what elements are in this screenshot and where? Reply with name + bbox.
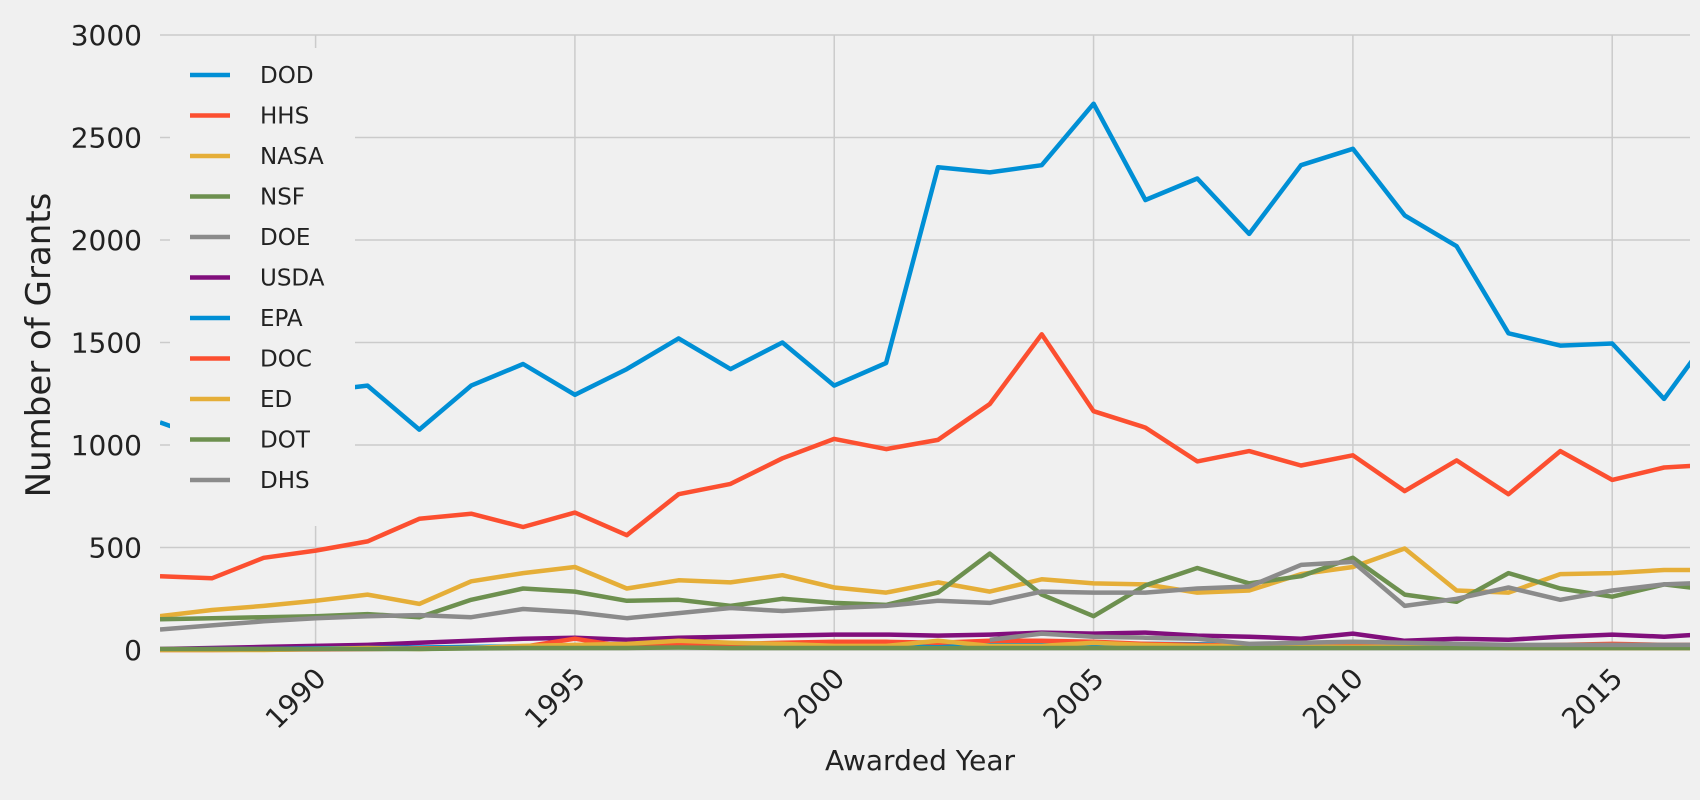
series-line-doe bbox=[160, 559, 1690, 632]
series-line-dod bbox=[160, 101, 1690, 444]
y-tick-label: 3000 bbox=[71, 19, 142, 52]
y-axis-title: Number of Grants bbox=[19, 193, 59, 498]
legend-label-doe: DOE bbox=[260, 225, 310, 251]
legend-label-nsf: NSF bbox=[260, 185, 305, 211]
y-tick-label: 1000 bbox=[71, 429, 142, 462]
legend-label-dot: DOT bbox=[260, 428, 311, 454]
legend-label-hhs: HHS bbox=[260, 104, 309, 130]
y-tick-label: 500 bbox=[89, 532, 142, 565]
series-line-dot bbox=[160, 645, 1690, 652]
legend-label-epa: EPA bbox=[260, 306, 303, 332]
legend-background bbox=[170, 48, 355, 526]
series-line-dhs bbox=[989, 631, 1690, 648]
legend-label-dod: DOD bbox=[260, 63, 314, 89]
series-line-usda bbox=[160, 630, 1690, 652]
legend-label-ed: ED bbox=[260, 387, 292, 413]
series-line-hhs bbox=[160, 332, 1690, 581]
series-line-nasa bbox=[160, 546, 1690, 619]
legend-label-dhs: DHS bbox=[260, 468, 310, 494]
legend-label-nasa: NASA bbox=[260, 144, 324, 170]
y-tick-labels: 0 500 1000 1500 2000 2500 3000 bbox=[71, 19, 142, 667]
y-tick-label: 2000 bbox=[71, 224, 142, 257]
legend-label-usda: USDA bbox=[260, 266, 325, 292]
y-tick-label: 0 bbox=[124, 634, 142, 667]
legend-label-doc: DOC bbox=[260, 347, 312, 373]
y-tick-label: 2500 bbox=[71, 122, 142, 155]
x-axis-title: Awarded Year bbox=[825, 744, 1016, 777]
series-lines bbox=[160, 101, 1690, 653]
legend: DOD HHS NASA NSF DOE USDA EPA DOC ED DOT DHS bbox=[170, 48, 355, 526]
y-tick-label: 1500 bbox=[71, 327, 142, 360]
